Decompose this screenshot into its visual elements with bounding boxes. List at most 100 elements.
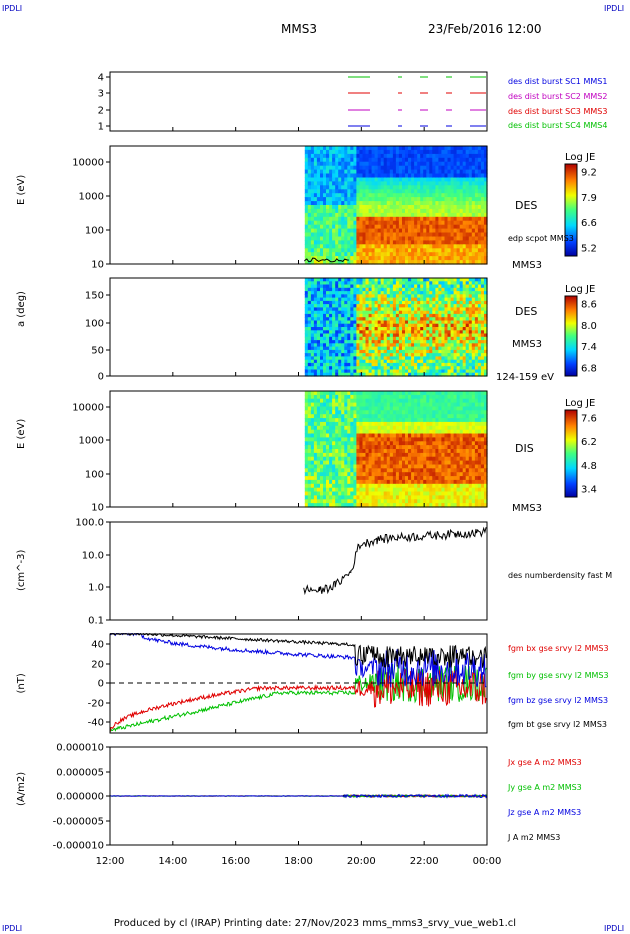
des-energy-cell	[347, 205, 351, 210]
dis-energy-cell	[307, 421, 312, 427]
des-pitch-cell	[332, 313, 336, 318]
dis-energy-cell	[329, 460, 333, 466]
des-pitch-cell	[341, 372, 345, 377]
dis-energy-cell	[362, 452, 367, 458]
dis-energy-cell	[432, 479, 436, 485]
des-pitch-cell	[453, 340, 458, 344]
des-pitch-cell	[383, 281, 388, 286]
des-energy-cell	[462, 201, 467, 206]
dis-energy-cell	[405, 456, 409, 462]
des-pitch-cell	[408, 320, 412, 325]
des-energy-cell	[362, 185, 367, 190]
des-energy-cell	[456, 256, 461, 261]
des-pitch-cell	[474, 353, 479, 357]
des-energy-cell	[371, 173, 376, 178]
des-energy-cell	[420, 157, 424, 163]
dis-energy-cell	[335, 483, 339, 489]
des-energy-cell	[377, 228, 382, 234]
dis-energy-cell	[426, 456, 430, 462]
des-energy-cell	[468, 208, 473, 214]
des-energy-cell	[395, 197, 400, 202]
des-energy-cell	[383, 256, 388, 261]
dis-energy-cell	[405, 391, 409, 396]
des-energy-cell	[484, 216, 488, 222]
des-energy-cell	[435, 216, 439, 222]
dis-energy-cell	[365, 464, 370, 469]
des-pitch-cell	[368, 327, 373, 331]
des-pitch-cell	[432, 300, 436, 305]
des-energy-cell	[417, 212, 421, 218]
des-pitch-cell	[447, 291, 452, 295]
dis-energy-cell	[411, 406, 415, 411]
des-energy-cell	[389, 240, 394, 245]
des-energy-cell	[386, 244, 391, 249]
des-pitch-cell	[465, 294, 470, 299]
des-pitch-cell	[392, 359, 397, 364]
des-energy-cell	[444, 165, 449, 171]
des-pitch-cell	[323, 346, 327, 351]
dis-energy-cell	[402, 429, 406, 435]
dis-energy-cell	[350, 449, 354, 454]
des-energy-cell	[402, 220, 406, 226]
des-pitch-cell	[484, 333, 488, 338]
des-energy-cell	[398, 248, 403, 253]
des-energy-cell	[353, 216, 357, 222]
des-pitch-cell	[420, 281, 424, 286]
des-energy-cell	[377, 197, 382, 202]
des-energy-cell	[432, 177, 436, 182]
dis-energy-cell	[423, 418, 427, 423]
des-pitch-cell	[335, 346, 339, 351]
dis-energy-cell	[377, 418, 382, 423]
des-energy-cell	[420, 216, 424, 222]
des-pitch-cell	[420, 294, 424, 299]
dis-energy-cell	[323, 421, 327, 427]
des-energy-cell	[347, 212, 351, 218]
des-energy-cell	[402, 208, 406, 214]
des-pitch-cell	[423, 353, 427, 357]
dis-energy-cell	[335, 429, 339, 435]
des-pitch-cell	[395, 310, 400, 315]
dis-energy-cell	[383, 406, 388, 411]
des-energy-cell	[335, 201, 339, 206]
des-pitch-cell	[402, 336, 406, 341]
des-pitch-cell	[320, 281, 324, 286]
dis-energy-cell	[438, 460, 442, 466]
des-energy-cell	[411, 146, 415, 151]
des-energy-cell	[432, 173, 436, 178]
des-pitch-cell	[468, 356, 473, 361]
dis-energy-cell	[389, 487, 394, 493]
des-energy-cell	[398, 189, 403, 194]
des-energy-cell	[468, 260, 473, 265]
dis-energy-cell	[304, 414, 309, 419]
des-pitch-cell	[353, 356, 357, 361]
des-energy-cell	[432, 197, 436, 202]
des-pitch-cell	[462, 369, 467, 374]
des-energy-cell	[332, 177, 336, 182]
dis-energy-cell	[368, 452, 373, 458]
des-energy-cell	[359, 220, 363, 226]
des-energy-cell	[462, 197, 467, 202]
des-pitch-cell	[450, 310, 455, 315]
des-pitch-cell	[395, 291, 400, 295]
des-energy-cell	[332, 228, 336, 234]
dis-energy-cell	[371, 464, 376, 469]
des-pitch-cell	[316, 297, 321, 302]
des-pitch-cell	[383, 372, 388, 377]
des-pitch-cell	[435, 307, 439, 312]
des-energy-cell	[320, 193, 324, 198]
des-pitch-cell	[307, 369, 312, 374]
des-pitch-cell	[380, 346, 385, 351]
dis-energy-cell	[341, 421, 345, 427]
des-pitch-cell	[426, 340, 430, 344]
des-pitch-cell	[313, 278, 318, 282]
des-energy-cell	[341, 161, 345, 167]
des-energy-cell	[417, 216, 421, 222]
des-pitch-cell	[371, 356, 376, 361]
des-pitch-cell	[338, 366, 342, 371]
des-energy-cell	[380, 252, 385, 257]
des-pitch-cell	[414, 281, 418, 286]
dis-energy-cell	[420, 468, 424, 473]
dis-energy-cell	[411, 449, 415, 454]
dis-energy-cell	[313, 410, 318, 415]
dis-energy-cell	[432, 391, 436, 396]
